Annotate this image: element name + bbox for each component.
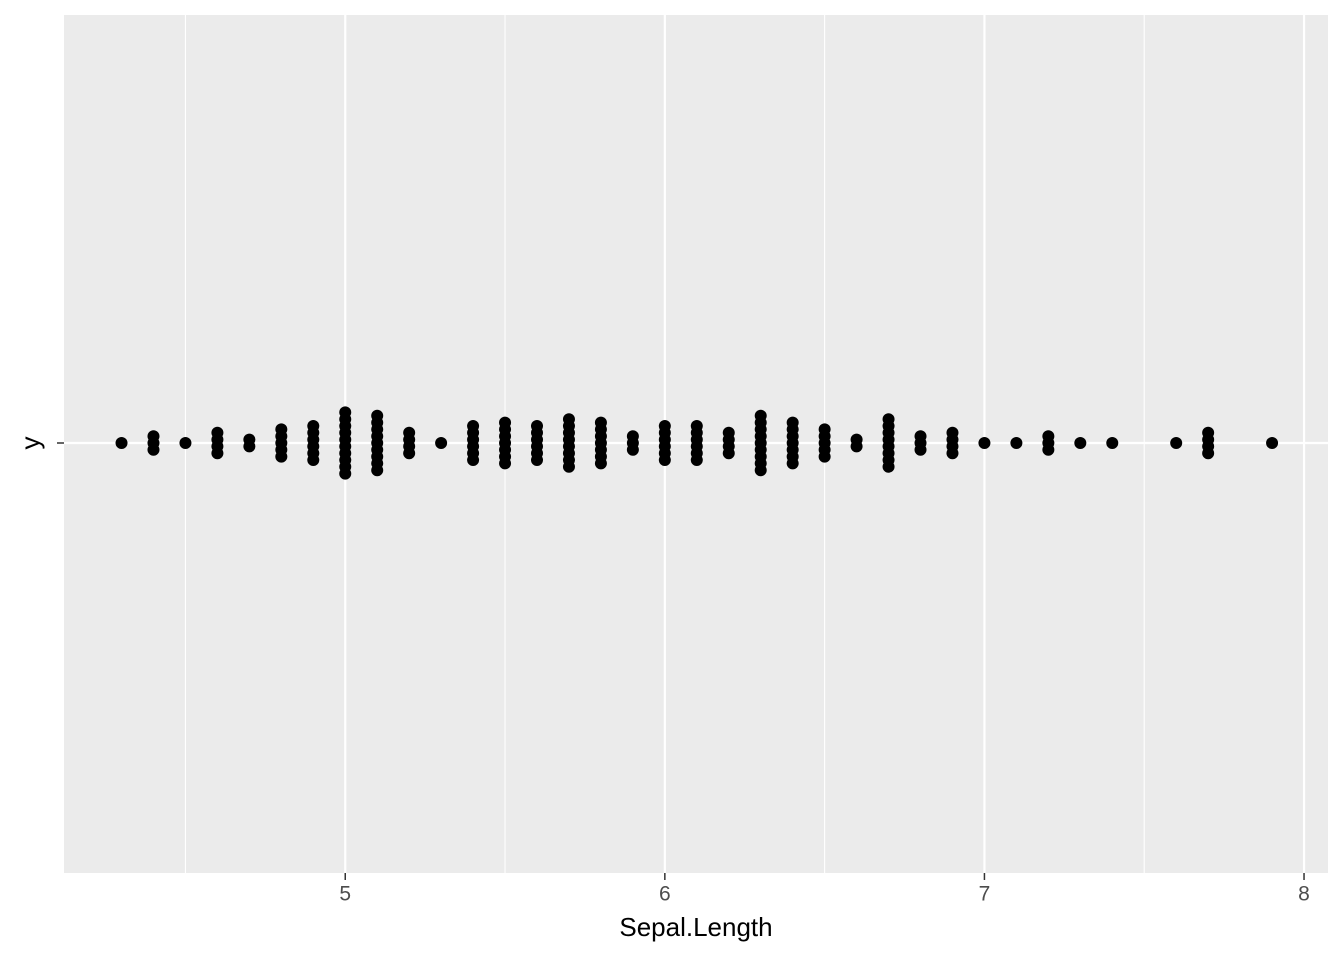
dot [1010, 437, 1023, 449]
dot [211, 447, 224, 460]
dot [307, 454, 320, 466]
dot [1106, 437, 1119, 449]
x-tick-label: 5 [339, 883, 351, 906]
dot [275, 450, 288, 463]
x-axis-title: Sepal.Length [619, 912, 772, 942]
dot [594, 457, 607, 470]
dot [658, 454, 671, 466]
dot [371, 464, 384, 477]
x-tick-label: 6 [659, 883, 671, 906]
dot [179, 437, 192, 449]
dot [850, 440, 863, 453]
dot [786, 457, 799, 470]
dot [1074, 437, 1087, 449]
dot [1266, 437, 1279, 449]
dot [531, 454, 544, 466]
dot [946, 447, 959, 460]
dot [754, 464, 767, 477]
dot [722, 447, 735, 460]
dot [914, 443, 927, 456]
dot [467, 454, 480, 466]
dot [1042, 443, 1055, 456]
dot [978, 437, 991, 449]
x-tick-label: 7 [979, 883, 991, 906]
dot [339, 467, 352, 480]
dot [1170, 437, 1183, 449]
dot [562, 460, 575, 473]
dot [626, 443, 639, 456]
dot [882, 460, 895, 473]
dot [435, 437, 448, 449]
dot [690, 454, 703, 466]
y-axis-title: y [15, 437, 45, 450]
dot [147, 443, 160, 456]
dot [1202, 447, 1215, 460]
dot [243, 440, 256, 453]
dot [403, 447, 416, 460]
x-tick-label: 8 [1298, 883, 1310, 906]
dot [115, 437, 128, 449]
dot [818, 450, 831, 463]
dot [499, 457, 512, 470]
